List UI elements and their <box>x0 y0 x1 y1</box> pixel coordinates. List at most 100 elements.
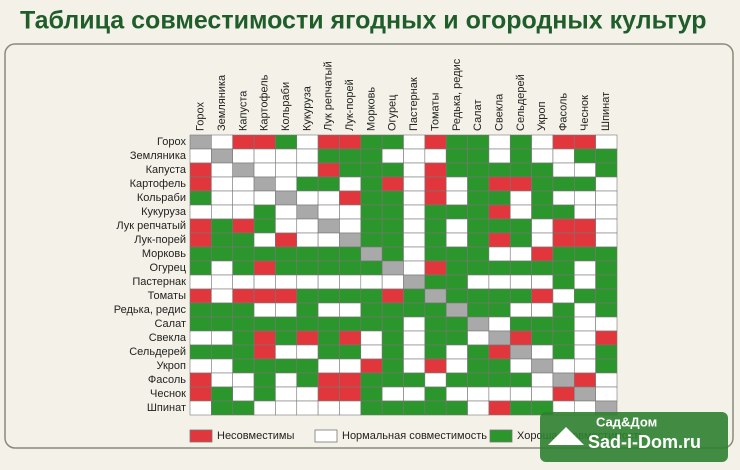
cell <box>531 148 554 164</box>
cell <box>275 274 298 290</box>
cell <box>275 316 298 332</box>
cell <box>296 316 319 332</box>
cell <box>445 176 468 192</box>
cell <box>552 204 575 220</box>
cell <box>232 302 255 318</box>
cell <box>360 148 383 164</box>
cell <box>339 400 362 416</box>
self-cell <box>424 288 447 304</box>
row-label: Морковь <box>142 248 186 260</box>
cell <box>552 190 575 206</box>
cell <box>381 358 404 374</box>
cell <box>595 274 618 290</box>
cell <box>317 134 340 150</box>
cell <box>381 400 404 416</box>
column-label: Сельдерей <box>515 74 527 131</box>
cell <box>424 246 447 262</box>
cell <box>509 204 532 220</box>
cell <box>573 344 596 360</box>
cell <box>403 330 426 346</box>
cell <box>296 260 319 276</box>
cell <box>317 400 340 416</box>
row-label: Пастернак <box>132 276 186 288</box>
cell <box>595 330 618 346</box>
cell <box>531 372 554 388</box>
cell <box>339 358 362 374</box>
cell <box>403 302 426 318</box>
self-cell <box>275 190 298 206</box>
cell <box>253 344 276 360</box>
cell <box>424 176 447 192</box>
cell <box>211 218 234 234</box>
cell <box>339 162 362 178</box>
cell <box>552 260 575 276</box>
cell <box>211 288 234 304</box>
cell <box>211 330 234 346</box>
self-cell <box>339 232 362 248</box>
cell <box>552 386 575 402</box>
cell <box>488 190 511 206</box>
cell <box>275 176 298 192</box>
cell <box>552 176 575 192</box>
cell <box>509 246 532 262</box>
cell <box>467 302 490 318</box>
cell <box>424 344 447 360</box>
cell <box>445 204 468 220</box>
cell <box>488 134 511 150</box>
cell <box>467 204 490 220</box>
column-label: Лук-порей <box>344 79 356 131</box>
cell <box>232 218 255 234</box>
cell <box>360 218 383 234</box>
cell <box>211 176 234 192</box>
cell <box>573 260 596 276</box>
cell <box>467 246 490 262</box>
cell <box>189 232 212 248</box>
cell <box>360 274 383 290</box>
watermark-line1: Сад&Дом <box>596 414 657 429</box>
cell <box>488 232 511 248</box>
cell <box>232 400 255 416</box>
cell <box>381 134 404 150</box>
cell <box>445 386 468 402</box>
cell <box>339 302 362 318</box>
cell <box>232 176 255 192</box>
cell <box>403 316 426 332</box>
cell <box>275 386 298 402</box>
cell <box>296 176 319 192</box>
cell <box>211 246 234 262</box>
cell <box>381 330 404 346</box>
row-label: Свекла <box>149 332 187 344</box>
cell <box>573 358 596 374</box>
watermark-line2: Sad-i-Dom.ru <box>588 432 701 452</box>
cell <box>509 400 532 416</box>
cell <box>275 134 298 150</box>
cell <box>360 288 383 304</box>
column-label: Салат <box>472 99 484 131</box>
cell <box>189 246 212 262</box>
cell <box>232 148 255 164</box>
cell <box>317 274 340 290</box>
cell <box>317 148 340 164</box>
cell <box>573 246 596 262</box>
cell <box>424 190 447 206</box>
cell <box>467 176 490 192</box>
cell <box>275 400 298 416</box>
cell <box>573 288 596 304</box>
cell <box>296 218 319 234</box>
cell <box>381 204 404 220</box>
cell <box>211 358 234 374</box>
cell <box>275 344 298 360</box>
cell <box>211 190 234 206</box>
cell <box>232 204 255 220</box>
cell <box>339 190 362 206</box>
cell <box>573 218 596 234</box>
cell <box>189 162 212 178</box>
cell <box>531 330 554 346</box>
cell <box>403 372 426 388</box>
legend-swatch <box>189 429 213 443</box>
cell <box>445 218 468 234</box>
cell <box>339 134 362 150</box>
cell <box>573 190 596 206</box>
cell <box>509 330 532 346</box>
